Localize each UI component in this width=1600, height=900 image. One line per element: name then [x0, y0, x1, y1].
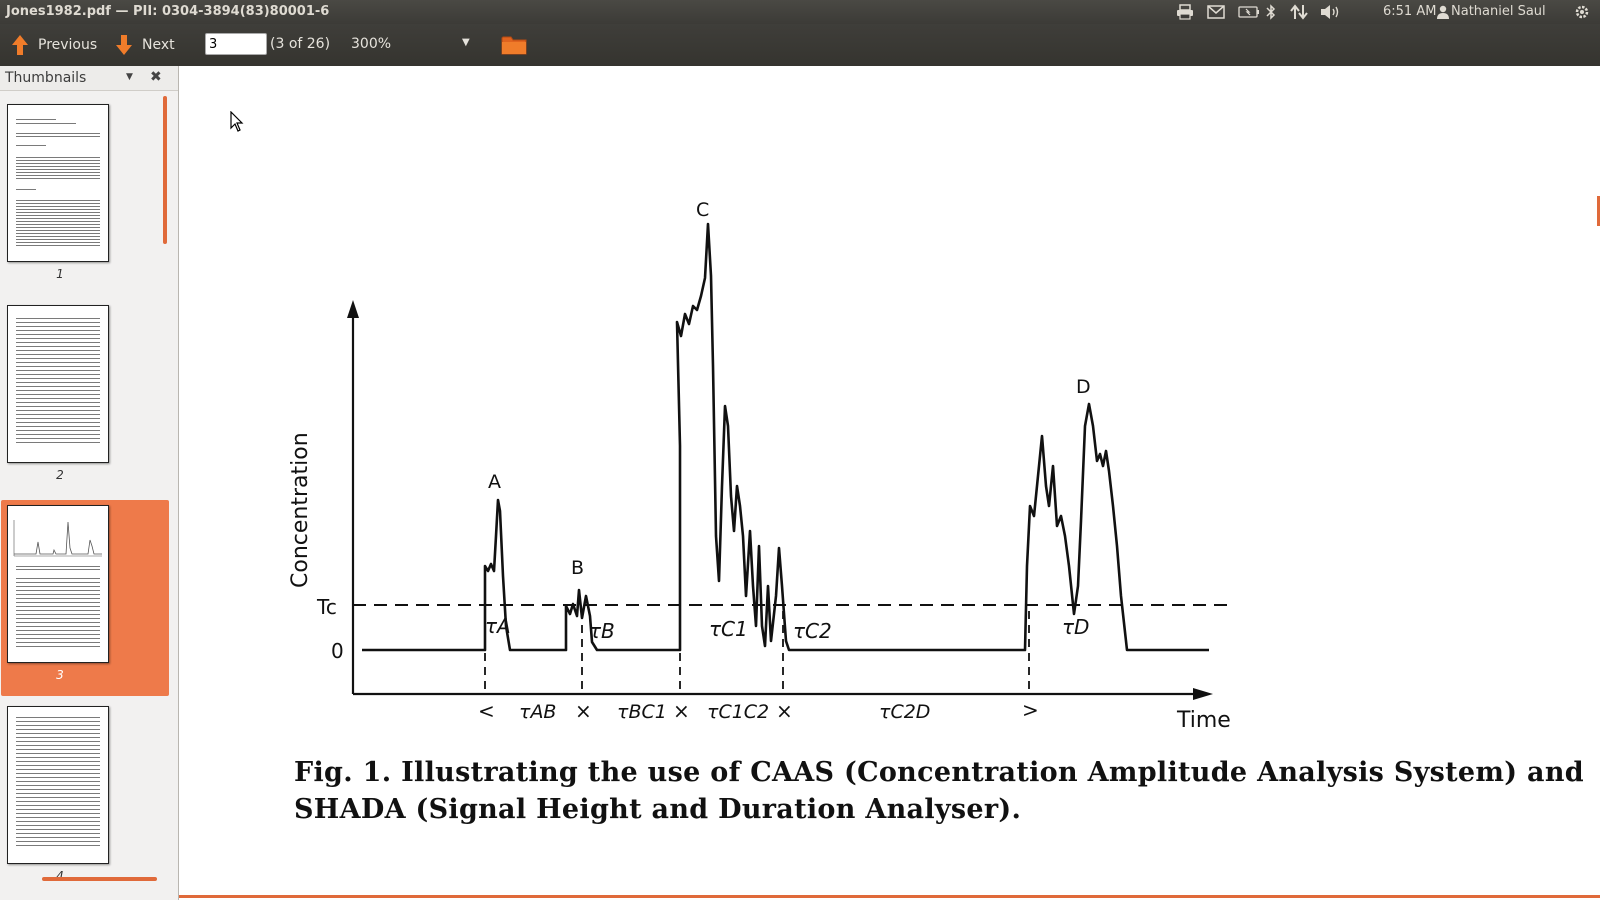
x-axis-label: Time — [1176, 708, 1231, 733]
document-toolbar: Previous Next (3 of 26) 300% ▼ — [0, 24, 1600, 66]
battery-icon[interactable] — [1238, 0, 1260, 24]
page-thumbnail-image — [7, 305, 109, 463]
interval-label-bc1: τBC1 — [617, 701, 667, 723]
y-axis-label: Concentration — [288, 432, 313, 588]
sidebar-scrollbar[interactable] — [163, 96, 167, 244]
thumbnail-page-4[interactable]: 4 — [1, 701, 169, 897]
interval-label-ab: τAB — [519, 701, 556, 723]
marker-cross-2: × — [673, 699, 690, 723]
close-icon[interactable]: ✖ — [150, 69, 162, 85]
thumbnail-number: 2 — [56, 468, 64, 482]
arrow-up-icon — [12, 35, 28, 55]
bluetooth-icon[interactable] — [1266, 0, 1276, 24]
network-icon[interactable] — [1290, 0, 1308, 24]
duration-label-d: τD — [1062, 615, 1089, 639]
page-number-input[interactable] — [205, 33, 267, 55]
mail-icon[interactable] — [1207, 0, 1225, 24]
sidebar-title[interactable]: Thumbnails — [5, 70, 87, 86]
open-folder-button[interactable] — [500, 33, 528, 57]
page-thumbnail-image — [7, 505, 109, 663]
user-icon — [1437, 0, 1449, 24]
threshold-label: Tc — [316, 595, 337, 619]
window-title: Jones1982.pdf — PII: 0304-3894(83)80001-… — [6, 4, 330, 19]
volume-icon[interactable] — [1320, 0, 1342, 24]
next-button[interactable]: Next — [114, 30, 175, 60]
mouse-cursor-icon — [230, 111, 244, 132]
thumbnail-number: 4 — [56, 869, 64, 883]
zero-label: 0 — [331, 639, 344, 663]
duration-label-a: τA — [485, 614, 511, 638]
gear-icon[interactable] — [1573, 0, 1591, 24]
thumbnail-page-3[interactable]: 3 — [1, 500, 169, 696]
figure-caption: Fig. 1. Illustrating the use of CAAS (Co… — [294, 757, 1584, 825]
y-axis-arrow — [347, 300, 359, 318]
page-thumbnail-image — [7, 706, 109, 864]
document-view[interactable]: Concentration Time Tc 0 A B C D τA τB τC… — [179, 66, 1600, 900]
interval-label-c2d: τC2D — [879, 701, 930, 723]
clock[interactable]: 6:51 AM — [1383, 4, 1437, 19]
duration-label-c2: τC2 — [793, 619, 832, 643]
interval-label-c1c2: τC1C2 — [707, 701, 769, 723]
marker-cross-1: × — [575, 699, 592, 723]
chevron-down-icon[interactable]: ▼ — [462, 37, 470, 48]
figure-1: Concentration Time Tc 0 A B C D τA τB τC… — [288, 199, 1231, 733]
thumbnail-number: 1 — [56, 267, 64, 281]
figure-axes — [351, 311, 1199, 696]
page-thumbnail-image — [7, 104, 109, 262]
duration-label-c1: τC1 — [709, 617, 748, 641]
sidebar-horizontal-scrollbar[interactable] — [42, 877, 157, 881]
marker-start: < — [478, 699, 495, 723]
document-horizontal-scrollbar[interactable] — [179, 895, 1600, 898]
page-count: (3 of 26) — [270, 36, 331, 52]
arrow-down-icon — [116, 35, 132, 55]
user-name[interactable]: Nathaniel Saul — [1451, 4, 1546, 19]
folder-icon — [501, 36, 527, 55]
zoom-select[interactable]: 300% — [351, 36, 392, 52]
marker-cross-3: × — [776, 699, 793, 723]
previous-button[interactable]: Previous — [10, 30, 97, 60]
peak-label-a: A — [488, 471, 501, 493]
marker-end: > — [1022, 698, 1039, 722]
peak-label-c: C — [696, 199, 709, 221]
thumbnail-number: 3 — [56, 668, 64, 682]
thumbnails-sidebar: Thumbnails ▼ ✖ 1 2 3 4 — [0, 66, 179, 900]
peak-label-d: D — [1076, 376, 1091, 398]
thumbnail-page-2[interactable]: 2 — [1, 300, 169, 496]
duration-label-b: τB — [589, 619, 615, 643]
peak-label-b: B — [571, 557, 584, 579]
concentration-signal-trace — [362, 222, 1209, 652]
top-menubar: Jones1982.pdf — PII: 0304-3894(83)80001-… — [0, 0, 1600, 24]
printer-icon[interactable] — [1176, 0, 1194, 24]
document-scrollbar[interactable] — [1597, 196, 1600, 226]
next-label: Next — [142, 37, 175, 53]
chevron-down-icon[interactable]: ▼ — [126, 72, 133, 82]
x-axis-arrow — [1193, 688, 1213, 700]
thumbnail-page-1[interactable]: 1 — [1, 99, 169, 295]
previous-label: Previous — [38, 37, 98, 53]
sidebar-header: Thumbnails ▼ ✖ — [0, 66, 178, 91]
